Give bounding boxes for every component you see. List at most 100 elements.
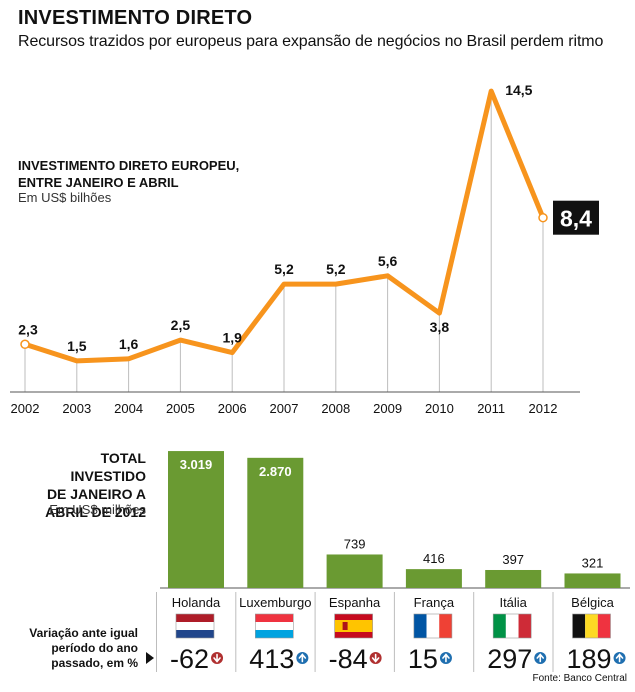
arrow-up-glyph xyxy=(298,653,307,663)
flag-stripe-1 xyxy=(176,622,214,630)
data-label-2007: 5,2 xyxy=(274,261,294,277)
data-label-highlight-2012: 8,4 xyxy=(560,206,592,232)
variation-value-espanha: -84 xyxy=(329,644,368,674)
data-label-2008: 5,2 xyxy=(326,261,346,277)
flag-stripe-0 xyxy=(413,614,427,638)
bar-frana xyxy=(405,569,462,588)
bar-value-label-frana: 416 xyxy=(423,551,445,566)
line-panel-title: INVESTIMENTO DIRETO EUROPEU, ENTRE JANEI… xyxy=(18,157,239,191)
flag-stripe-2 xyxy=(439,614,452,638)
variation-label-line3: passado, em % xyxy=(51,656,138,670)
flag-stripe-2 xyxy=(518,614,532,638)
category-label-espanha: Espanha xyxy=(329,595,381,610)
flag-stripe-1 xyxy=(585,614,598,638)
bar-holanda xyxy=(168,451,224,588)
flag-border xyxy=(492,613,532,639)
bar-espanha xyxy=(326,554,383,588)
x-tick-label-2007: 2007 xyxy=(270,401,299,416)
point-marker-2002 xyxy=(20,339,30,350)
category-label-frana: França xyxy=(414,595,455,610)
x-tick-label-2006: 2006 xyxy=(218,401,247,416)
flag-stripe-0 xyxy=(255,614,294,622)
flag-border xyxy=(255,613,294,639)
line-panel-title-line2: ENTRE JANEIRO E ABRIL xyxy=(18,175,179,190)
x-tick-label-2003: 2003 xyxy=(62,401,91,416)
bar-value-label-holanda: 3.019 xyxy=(180,457,213,472)
data-label-2002: 2,3 xyxy=(18,321,38,337)
arrow-down-glyph xyxy=(213,653,221,663)
data-label-2009: 5,6 xyxy=(378,253,398,269)
bar-luxemburgo xyxy=(247,457,304,588)
netherlands-flag xyxy=(175,613,215,639)
category-label-luxemburgo: Luxemburgo xyxy=(239,595,311,610)
category-label-holanda: Holanda xyxy=(172,595,221,610)
flag-border xyxy=(334,613,373,639)
arrow-down-glyph xyxy=(371,653,380,663)
variation-value-itlia: 297 xyxy=(487,644,532,674)
x-tick-label-2011: 2011 xyxy=(477,401,505,416)
spain-flag xyxy=(334,613,373,639)
bar-panel-title-line2: DE JANEIRO A xyxy=(46,486,146,502)
data-label-2011: 14,5 xyxy=(505,82,532,98)
italy-flag xyxy=(492,613,532,639)
line-panel-unit: Em US$ bilhões xyxy=(18,190,112,205)
flag-border xyxy=(572,613,611,639)
arrow-up-glyph xyxy=(615,653,624,663)
flag-border xyxy=(175,613,215,639)
data-label-2006: 1,9 xyxy=(222,330,242,346)
flag-stripe-yellow xyxy=(334,620,373,632)
point-marker-2012 xyxy=(538,212,548,223)
flag-stripe-2 xyxy=(597,614,611,638)
bar-panel-title-line3: ABRIL DE 2012 xyxy=(45,504,146,520)
bar-panel-title: TOTAL INVESTIDO DE JANEIRO A ABRIL DE 20… xyxy=(22,449,146,521)
chart-subtitle: Recursos trazidos por europeus para expa… xyxy=(18,33,604,50)
variation-row-label: Variação ante igual período do ano passa… xyxy=(18,626,138,671)
bar-panel-unit: Em US$ milhões xyxy=(49,502,146,517)
variation-label-line2: período do ano xyxy=(51,641,138,655)
flag-stripe-1 xyxy=(505,614,519,638)
flag-stripe-0 xyxy=(176,614,214,622)
bar-value-label-espanha: 739 xyxy=(344,536,366,551)
variation-value-blgica: 189 xyxy=(567,644,612,674)
arrow-up-glyph xyxy=(536,653,545,663)
data-label-2003: 1,5 xyxy=(67,338,87,354)
variation-value-luxemburgo: 413 xyxy=(249,644,294,674)
variation-value-holanda: -62 xyxy=(170,644,209,674)
x-tick-label-2004: 2004 xyxy=(114,401,143,416)
category-label-itlia: Itália xyxy=(499,595,527,610)
source-note: Fonte: Banco Central xyxy=(532,673,628,684)
x-tick-label-2009: 2009 xyxy=(373,401,402,416)
flag-border xyxy=(413,613,453,639)
x-tick-label-2008: 2008 xyxy=(321,401,350,416)
x-tick-label-2012: 2012 xyxy=(529,401,558,416)
bar-value-label-itlia: 397 xyxy=(502,552,524,567)
bar-value-label-luxemburgo: 2.870 xyxy=(259,464,292,479)
belgium-flag xyxy=(572,613,611,639)
arrow-up-glyph xyxy=(442,653,450,663)
data-label-2005: 2,5 xyxy=(171,317,191,333)
x-tick-label-2005: 2005 xyxy=(166,401,195,416)
x-tick-label-2002: 2002 xyxy=(11,401,40,416)
data-label-2010: 3,8 xyxy=(430,319,450,335)
luxembourg-flag xyxy=(255,613,294,639)
flag-stripe-2 xyxy=(255,630,294,638)
bar-itlia xyxy=(485,569,542,588)
x-tick-label-2010: 2010 xyxy=(425,401,454,416)
flag-stripe-0 xyxy=(572,614,586,638)
chart-title: INVESTIMENTO DIRETO xyxy=(18,7,253,29)
category-label-blgica: Bélgica xyxy=(571,595,614,610)
flag-stripe-1 xyxy=(426,614,440,638)
flag-coat-of-arms xyxy=(342,622,348,630)
bar-value-label-blgica: 321 xyxy=(582,555,604,570)
bar-blgica xyxy=(564,573,621,588)
variation-label-line1: Variação ante igual xyxy=(29,626,138,640)
data-label-2004: 1,6 xyxy=(119,336,139,352)
flag-stripe-2 xyxy=(176,630,214,638)
flag-stripe-1 xyxy=(255,622,294,630)
pointer-arrow-icon xyxy=(146,652,154,664)
france-flag xyxy=(413,613,453,639)
flag-stripe-0 xyxy=(493,614,506,638)
variation-value-frana: 15 xyxy=(408,644,438,674)
bar-panel-title-line1: TOTAL INVESTIDO xyxy=(70,450,146,484)
